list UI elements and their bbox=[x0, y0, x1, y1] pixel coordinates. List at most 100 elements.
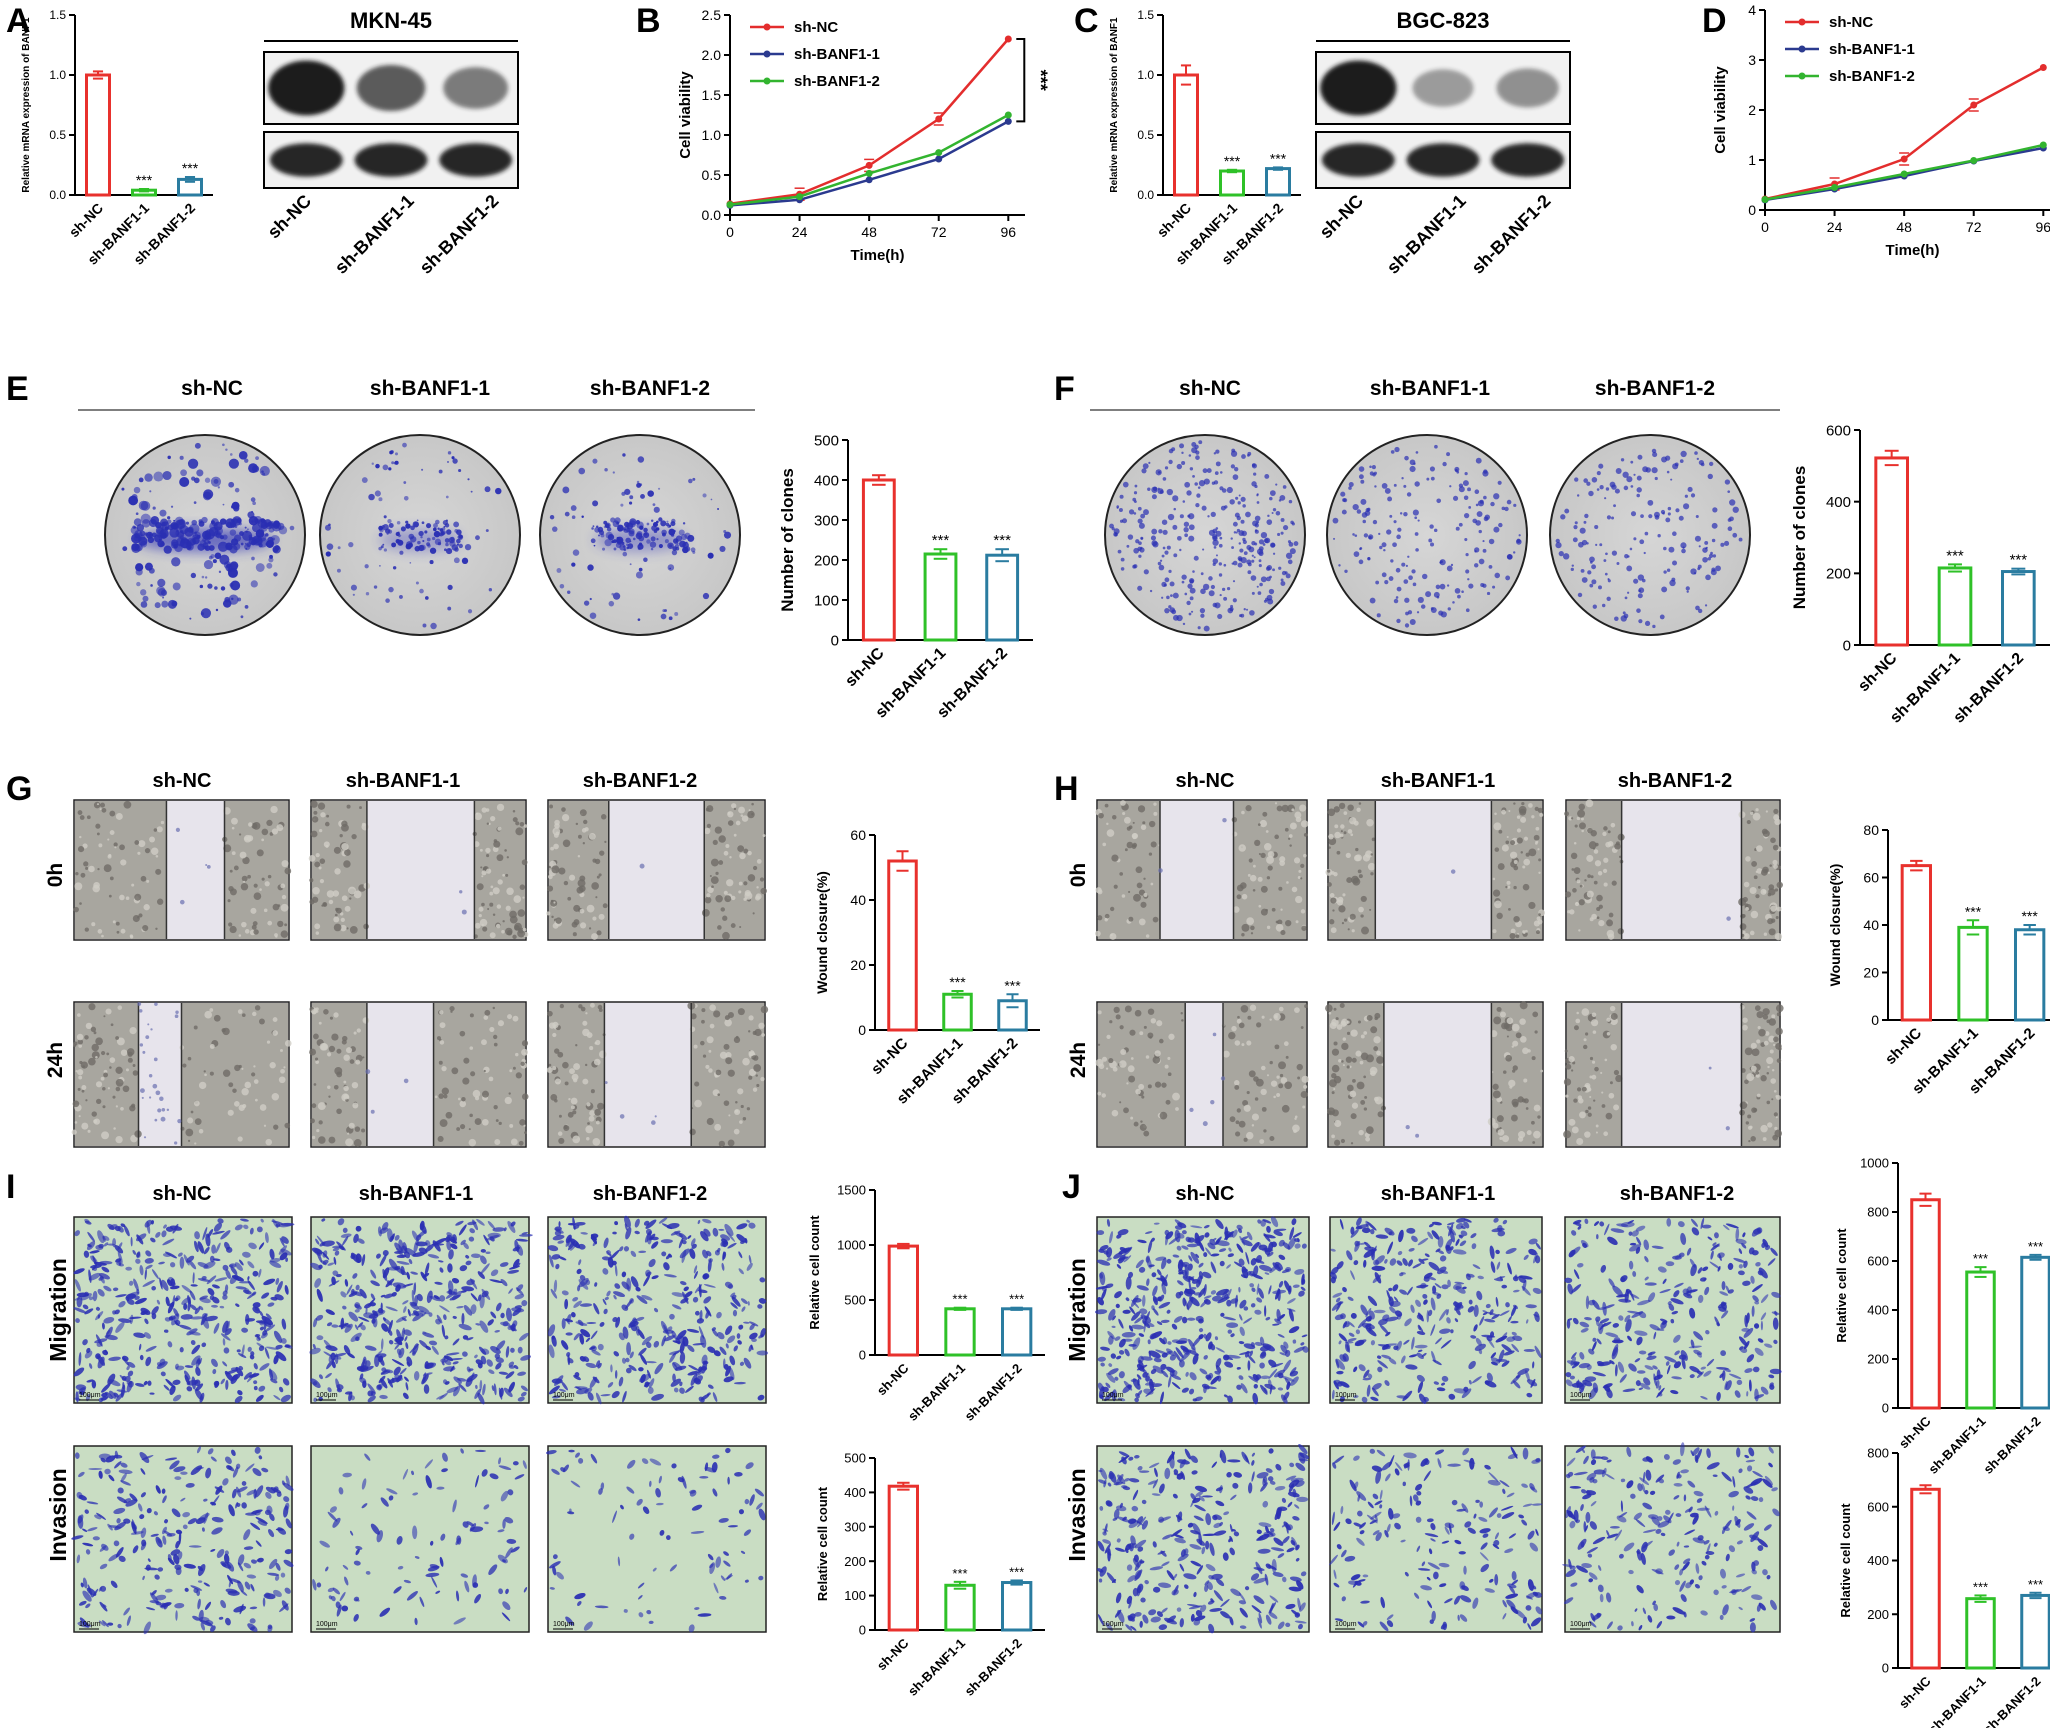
transwell-image: 100μm bbox=[73, 1216, 295, 1404]
cell-speck bbox=[78, 1115, 81, 1118]
cell-speck bbox=[143, 904, 150, 911]
cell-speck bbox=[469, 1046, 474, 1050]
colony-dot bbox=[1603, 559, 1607, 562]
cell-speck bbox=[253, 1065, 256, 1068]
colony-dot bbox=[1636, 475, 1642, 481]
cell-speck bbox=[1358, 1129, 1364, 1136]
bar-chart-c: 0.00.51.01.5sh-NC***sh-BANF1-1***sh-BANF… bbox=[1109, 8, 1301, 268]
cell-speck bbox=[1277, 919, 1283, 925]
cell-speck bbox=[1363, 1107, 1368, 1111]
cell-speck bbox=[1773, 1112, 1778, 1117]
y-tick-label: 400 bbox=[814, 472, 839, 489]
colony-dot bbox=[1213, 546, 1217, 549]
migrated-cell bbox=[1725, 1126, 1730, 1131]
bar-chart-f: 0200400600sh-NC***sh-BANF1-1***sh-BANF1-… bbox=[1790, 422, 2050, 727]
cell-speck bbox=[280, 1048, 283, 1052]
cell-speck bbox=[334, 868, 341, 875]
colony-dot bbox=[1690, 568, 1697, 575]
cell-speck bbox=[1766, 1072, 1770, 1075]
colony-dot bbox=[1161, 554, 1165, 558]
cell-speck bbox=[343, 860, 351, 868]
colony-dot bbox=[184, 527, 194, 537]
cell-speck bbox=[1568, 1056, 1575, 1063]
cell-speck bbox=[1355, 1050, 1362, 1057]
data-point bbox=[1970, 101, 1978, 109]
colony-dot bbox=[391, 461, 395, 465]
colony-dot bbox=[210, 476, 222, 487]
cell-speck bbox=[1742, 1017, 1748, 1023]
x-tick-label: 24 bbox=[792, 224, 808, 240]
cell-speck bbox=[587, 1122, 590, 1125]
cell-speck bbox=[1611, 880, 1617, 886]
migrated-cell bbox=[166, 1108, 170, 1112]
wound-image bbox=[1325, 1001, 1544, 1148]
wound-image bbox=[309, 1001, 529, 1148]
colony-dot bbox=[1200, 588, 1206, 595]
cell-speck bbox=[1181, 1019, 1184, 1022]
colony-dot bbox=[592, 500, 599, 507]
cell-speck bbox=[1596, 916, 1600, 919]
cell-speck bbox=[474, 922, 481, 929]
cell-speck bbox=[98, 843, 103, 848]
colony-dot bbox=[1488, 564, 1493, 569]
cell-speck bbox=[138, 840, 146, 848]
bar-chart-a: 0.00.51.01.5sh-NC***sh-BANF1-1***sh-BANF… bbox=[21, 8, 213, 268]
colony-dot bbox=[1232, 580, 1236, 583]
cell-speck bbox=[519, 821, 525, 827]
cell-speck bbox=[708, 1049, 712, 1053]
cell-speck bbox=[508, 1092, 511, 1095]
colony-dot bbox=[1399, 512, 1403, 515]
colony-dot bbox=[675, 535, 683, 542]
cell-speck bbox=[1520, 851, 1523, 854]
colony-dot bbox=[1666, 470, 1670, 474]
cell-speck bbox=[438, 1093, 444, 1099]
cell-speck bbox=[1596, 906, 1601, 912]
colony-dot bbox=[251, 556, 255, 561]
cell-speck bbox=[1334, 831, 1341, 839]
cell-speck bbox=[238, 833, 242, 836]
colony-dot bbox=[161, 521, 166, 527]
colony-dot bbox=[1344, 569, 1348, 573]
cell-speck bbox=[1097, 915, 1103, 921]
y-axis-label: Cell viability bbox=[677, 71, 694, 159]
cell-speck bbox=[310, 800, 318, 808]
cell-speck bbox=[714, 1123, 722, 1131]
cell-speck bbox=[1328, 833, 1334, 840]
colony-dot bbox=[1127, 534, 1134, 540]
cell-speck bbox=[119, 894, 125, 901]
colony-dot bbox=[1465, 553, 1469, 557]
cell-speck bbox=[1153, 802, 1157, 806]
colony-dot bbox=[204, 477, 211, 483]
cell-speck bbox=[1573, 841, 1577, 845]
colony-dot bbox=[1644, 620, 1651, 627]
colony-dot bbox=[1184, 481, 1191, 488]
colony-dot bbox=[435, 519, 440, 525]
colony-dish bbox=[1104, 434, 1306, 636]
cell-speck bbox=[589, 1110, 596, 1117]
colony-dot bbox=[1188, 454, 1192, 457]
cell-speck bbox=[1742, 1024, 1748, 1031]
colony-dot bbox=[1518, 534, 1521, 537]
colony-dot bbox=[1201, 505, 1207, 511]
colony-dot bbox=[1393, 483, 1397, 487]
colony-dot bbox=[650, 547, 654, 551]
cell-speck bbox=[523, 824, 528, 828]
cell-speck bbox=[1336, 1024, 1343, 1030]
cell-speck bbox=[725, 1051, 732, 1059]
cell-speck bbox=[1113, 884, 1118, 889]
cell-speck bbox=[575, 822, 579, 826]
colony-dot bbox=[1654, 476, 1658, 481]
cell-speck bbox=[590, 1089, 595, 1094]
x-tick-label: 96 bbox=[1001, 224, 1017, 240]
cell-speck bbox=[744, 889, 751, 897]
migrated-cell bbox=[139, 1009, 143, 1013]
colony-dot bbox=[434, 538, 442, 546]
colony-dot bbox=[1163, 583, 1167, 587]
cell-speck bbox=[572, 1110, 577, 1115]
cell-speck bbox=[1278, 1083, 1284, 1089]
bar-3 bbox=[2001, 570, 2036, 647]
blot-title: MKN-45 bbox=[350, 8, 432, 33]
column-header: sh-BANF1-1 bbox=[1370, 377, 1490, 400]
cell-speck bbox=[325, 844, 329, 848]
cell-speck bbox=[1586, 854, 1594, 862]
